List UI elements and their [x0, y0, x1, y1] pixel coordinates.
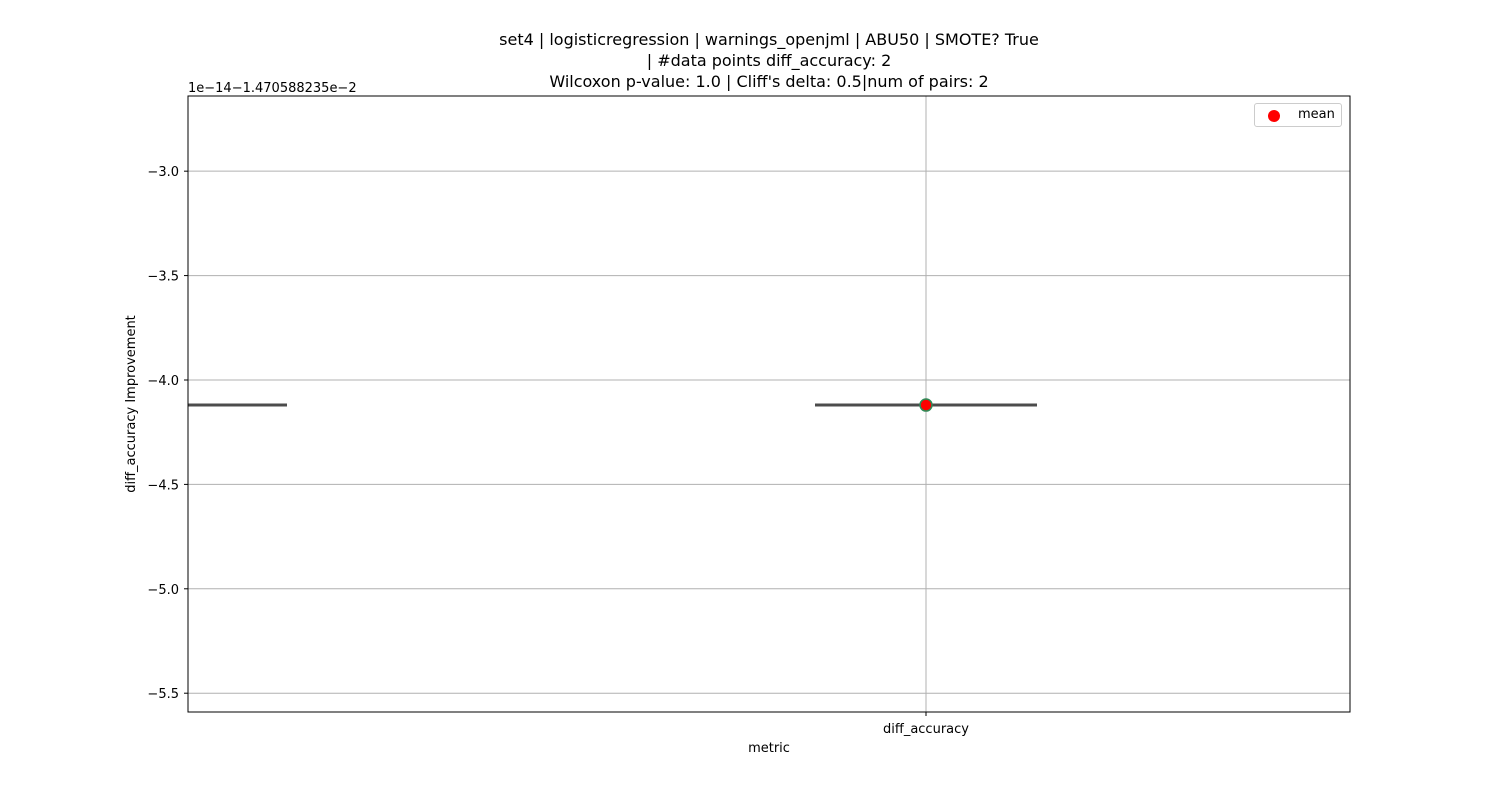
y-tick-label: −3.0	[147, 165, 179, 180]
x-axis-label: metric	[748, 741, 790, 756]
chart-title-line-3: Wilcoxon p-value: 1.0 | Cliff's delta: 0…	[549, 72, 989, 91]
y-axis-label: diff_accuracy Improvement	[124, 315, 139, 493]
legend-entry-mean: mean	[1298, 107, 1335, 122]
y-tick-label: −5.0	[147, 583, 179, 598]
y-tick-label: −3.5	[147, 270, 179, 285]
x-tick-label: diff_accuracy	[883, 722, 969, 737]
y-tick-label: −4.0	[147, 374, 179, 389]
plot-frame	[187, 95, 1351, 713]
legend-mean-marker	[1268, 110, 1280, 122]
y-tick-label: −4.5	[147, 478, 179, 493]
chart-title-line-1: set4 | logisticregression | warnings_ope…	[499, 30, 1039, 49]
legend: mean	[1254, 103, 1342, 127]
mean-marker	[919, 398, 933, 412]
y-tick-label: −5.5	[147, 687, 179, 702]
chart-title-line-2: | #data points diff_accuracy: 2	[646, 51, 892, 70]
y-offset-text: 1e−14−1.470588235e−2	[188, 81, 357, 96]
